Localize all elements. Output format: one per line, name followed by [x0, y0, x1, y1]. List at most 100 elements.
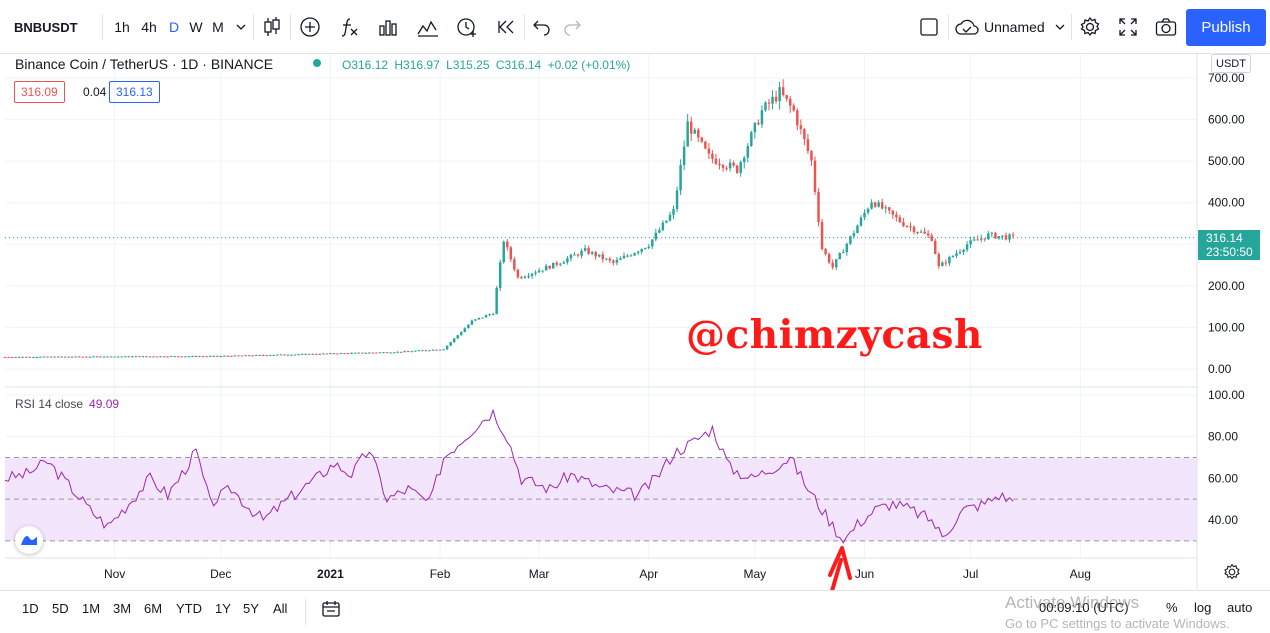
range-5d-button[interactable]: 5D	[52, 601, 69, 616]
candles-icon[interactable]	[258, 10, 286, 44]
price-tick-label: 600.00	[1208, 113, 1245, 127]
candle-body	[580, 250, 583, 256]
candle-body	[322, 353, 325, 355]
candle-body	[166, 356, 169, 358]
range-1m-button[interactable]: 1M	[82, 601, 101, 616]
date-range-icon[interactable]	[321, 599, 341, 624]
spread-value: 0.04	[83, 85, 107, 99]
price-tick-label: 500.00	[1208, 154, 1245, 168]
candle-body	[389, 352, 392, 354]
candle-body	[215, 355, 219, 357]
price-axis[interactable]: 700.00600.00500.00400.00300.00200.00100.…	[1208, 71, 1245, 376]
candle-body	[124, 356, 127, 358]
camera-icon[interactable]	[1151, 10, 1181, 44]
interval-1h-button[interactable]: 1h	[114, 19, 130, 35]
log-scale-toggle[interactable]: log	[1194, 600, 1212, 615]
rsi-line	[4, 408, 1014, 544]
open-value: O316.12	[342, 58, 389, 72]
add-indicator-icon[interactable]	[295, 10, 325, 44]
auto-scale-toggle[interactable]: auto	[1227, 600, 1253, 615]
candle-body	[78, 356, 81, 358]
candle-body	[159, 356, 162, 358]
candle-body	[410, 351, 414, 353]
range-5y-button[interactable]: 5Y	[243, 601, 259, 616]
layout-name-button[interactable]: Unnamed	[954, 10, 1068, 44]
alert-icon[interactable]	[452, 10, 482, 44]
chevron-down-icon[interactable]	[232, 10, 250, 44]
candle-body	[704, 141, 707, 149]
range-all-button[interactable]: All	[273, 601, 288, 616]
time-axis-settings-icon[interactable]	[1223, 563, 1243, 583]
fullscreen-icon[interactable]	[1113, 10, 1143, 44]
candle-body	[332, 353, 336, 355]
interval-m-button[interactable]: M	[212, 19, 224, 35]
last-price-value: 316.14	[1206, 231, 1243, 245]
candle-body	[849, 236, 852, 244]
fx-icon[interactable]	[334, 10, 364, 44]
chart-canvas[interactable]: 700.00600.00500.00400.00300.00200.00100.…	[0, 54, 1270, 590]
range-1y-button[interactable]: 1Y	[215, 601, 231, 616]
layout-icon[interactable]	[914, 10, 944, 44]
templates-icon[interactable]	[413, 10, 443, 44]
replay-icon[interactable]	[491, 10, 521, 44]
candle-body	[597, 254, 601, 257]
candle-body	[856, 225, 859, 234]
bar-chart-icon[interactable]	[373, 10, 403, 44]
candle-body	[537, 270, 541, 273]
symbol-search-button[interactable]: BNBUSDT	[6, 10, 98, 44]
range-6m-button[interactable]: 6M	[144, 601, 163, 616]
candle-body	[919, 231, 923, 233]
redo-icon[interactable]	[558, 10, 586, 44]
settings-icon[interactable]	[1075, 10, 1105, 44]
top-toolbar: BNBUSDT 1h 4h D W M Unnamed	[0, 0, 1270, 54]
candle-body	[276, 354, 279, 356]
toolbar-divider	[305, 599, 306, 625]
candle-body	[53, 356, 56, 358]
low-value: L315.25	[446, 58, 490, 72]
tradingview-logo-icon[interactable]	[15, 526, 43, 554]
activate-windows-title: Activate Windows	[1005, 593, 1140, 612]
range-1d-button[interactable]: 1D	[22, 601, 39, 616]
interval-4h-button[interactable]: 4h	[141, 19, 157, 35]
interval-w-button[interactable]: W	[189, 19, 203, 35]
candle-body	[498, 262, 502, 288]
candle-body	[774, 96, 778, 102]
time-tick-label: Jun	[855, 567, 874, 581]
chart-legend-title[interactable]: Binance Coin / TetherUS · 1D · BINANCE	[15, 56, 274, 72]
candle-body	[290, 354, 293, 356]
candle-body	[134, 356, 138, 358]
candle-body	[46, 356, 49, 358]
candle-body	[891, 210, 895, 215]
candle-body	[962, 249, 965, 252]
publish-button[interactable]: Publish	[1186, 9, 1266, 46]
utc-clock[interactable]: 00:09:10 (UTC)	[1039, 600, 1129, 615]
sell-price-button[interactable]: 316.09	[14, 81, 65, 103]
candle-body	[85, 356, 88, 358]
candle-body	[725, 167, 728, 169]
range-ytd-button[interactable]: YTD	[176, 601, 202, 616]
candle-body	[527, 275, 530, 277]
candle-body	[987, 233, 990, 240]
candle-body	[707, 148, 711, 154]
candle-body	[817, 191, 820, 223]
close-value: C316.14	[495, 58, 542, 72]
rsi-legend[interactable]: RSI 14 close 49.09	[15, 397, 119, 411]
rsi-axis[interactable]: 100.00 80.00 60.00 40.00	[1208, 388, 1245, 527]
candle-body	[481, 317, 484, 319]
time-axis[interactable]: Nov Dec 2021 Feb Mar Apr May Jun Jul Aug	[104, 567, 1091, 581]
candle-body	[877, 202, 880, 207]
candle-body	[3, 356, 7, 358]
candle-body	[14, 356, 17, 358]
watermark-text: @chimzycash	[686, 312, 983, 358]
percent-scale-toggle[interactable]: %	[1166, 600, 1178, 615]
candle-body	[827, 254, 831, 263]
candle-body	[622, 255, 626, 259]
undo-icon[interactable]	[528, 10, 556, 44]
candle-body	[247, 355, 251, 357]
interval-d-button[interactable]: D	[168, 19, 180, 35]
candle-body	[240, 355, 244, 357]
buy-price-button[interactable]: 316.13	[109, 81, 160, 103]
range-3m-button[interactable]: 3M	[113, 601, 132, 616]
candle-body	[873, 202, 877, 207]
currency-badge[interactable]: USDT	[1211, 54, 1251, 73]
